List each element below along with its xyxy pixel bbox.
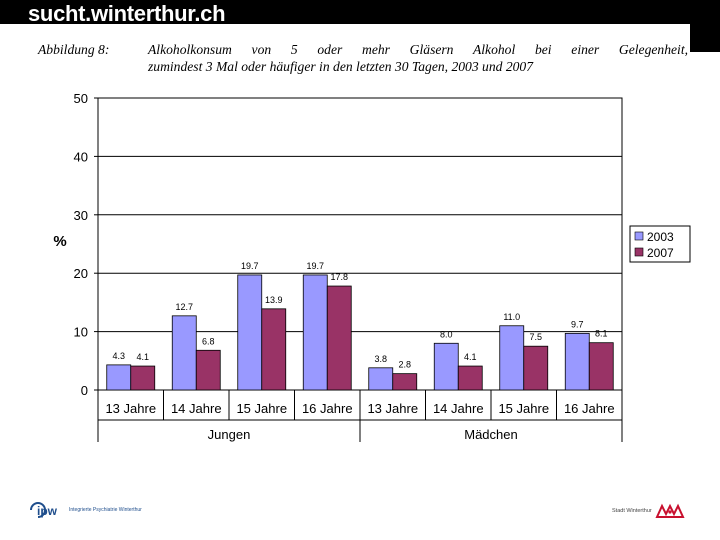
data-label-2003: 19.7: [241, 261, 259, 271]
bar-2003: [171, 315, 197, 391]
data-label-2007: 8.1: [595, 329, 608, 339]
bar-2003: [302, 274, 328, 391]
legend-swatch-2003: [634, 231, 644, 241]
y-tick-label: 50: [74, 91, 88, 106]
bar-2003: [237, 274, 263, 391]
data-label-2003: 8.0: [440, 329, 453, 339]
caption-label: Abbildung 8:: [38, 42, 110, 57]
data-label-2003: 9.7: [571, 319, 584, 329]
bar-2007: [326, 285, 352, 391]
ipw-footer-logo: ipw Integrierte Psychiatrie Winterthur: [28, 500, 142, 520]
y-tick-label: 30: [74, 208, 88, 223]
bar-2003: [106, 364, 132, 391]
caption-line-1: Alkoholkonsum von 5 oder mehr Gläsern Al…: [148, 42, 688, 57]
caption-line-2: zumindest 3 Mal oder häufiger in den let…: [148, 59, 534, 74]
group-label: Mädchen: [464, 427, 517, 442]
bar-2007: [130, 365, 156, 391]
winterthur-footer-logo: Stadt Winterthur: [612, 503, 685, 519]
header-bar: [0, 0, 720, 24]
category-label: 15 Jahre: [498, 401, 549, 416]
header-corner-bar: [690, 0, 720, 52]
ipw-logo-icon: ipw: [30, 502, 58, 518]
data-label-2007: 2.8: [398, 360, 411, 370]
y-axis-label: %: [53, 233, 66, 250]
bar-2007: [261, 308, 287, 391]
bar-2003: [564, 332, 590, 391]
y-tick-label: 0: [81, 383, 88, 398]
data-label-2003: 19.7: [306, 261, 324, 271]
bar-2003: [368, 367, 394, 391]
ipw-logo-text: ipw: [37, 504, 58, 518]
data-label-2003: 3.8: [374, 354, 387, 364]
data-label-2007: 7.5: [529, 332, 542, 342]
data-label-2007: 4.1: [136, 352, 149, 362]
ipw-footer-text: Integrierte Psychiatrie Winterthur: [69, 507, 142, 513]
category-label: 14 Jahre: [171, 401, 222, 416]
bar-2007: [588, 342, 614, 391]
category-label: 14 Jahre: [433, 401, 484, 416]
category-label: 15 Jahre: [236, 401, 287, 416]
figure-caption: Abbildung 8: Alkoholkonsum von 5 oder me…: [38, 41, 688, 75]
data-label-2003: 4.3: [112, 351, 125, 361]
bar-2007: [195, 349, 221, 391]
winterthur-lions-icon: [655, 503, 685, 518]
bar-2003: [499, 325, 525, 391]
y-tick-label: 20: [74, 266, 88, 281]
data-label-2003: 12.7: [175, 302, 193, 312]
winterthur-footer-text: Stadt Winterthur: [612, 508, 652, 514]
site-title: sucht.winterthur.ch: [28, 1, 226, 26]
data-label-2003: 11.0: [503, 312, 520, 322]
category-label: 16 Jahre: [564, 401, 615, 416]
legend-swatch-2007: [634, 247, 644, 257]
bar-2007: [523, 345, 549, 391]
bar-2003: [433, 342, 459, 391]
bar-2007: [457, 365, 483, 391]
bar-2007: [392, 373, 418, 391]
data-label-2007: 17.8: [330, 272, 348, 282]
data-label-2007: 13.9: [265, 295, 283, 305]
data-label-2007: 6.8: [202, 336, 215, 346]
data-label-2007: 4.1: [464, 352, 477, 362]
category-label: 13 Jahre: [367, 401, 418, 416]
category-label: 13 Jahre: [105, 401, 156, 416]
legend-label-2003: 2003: [647, 230, 674, 244]
legend-label-2007: 2007: [647, 246, 674, 260]
y-tick-label: 10: [74, 325, 88, 340]
y-tick-label: 40: [74, 149, 88, 164]
group-label: Jungen: [208, 427, 251, 442]
category-label: 16 Jahre: [302, 401, 353, 416]
